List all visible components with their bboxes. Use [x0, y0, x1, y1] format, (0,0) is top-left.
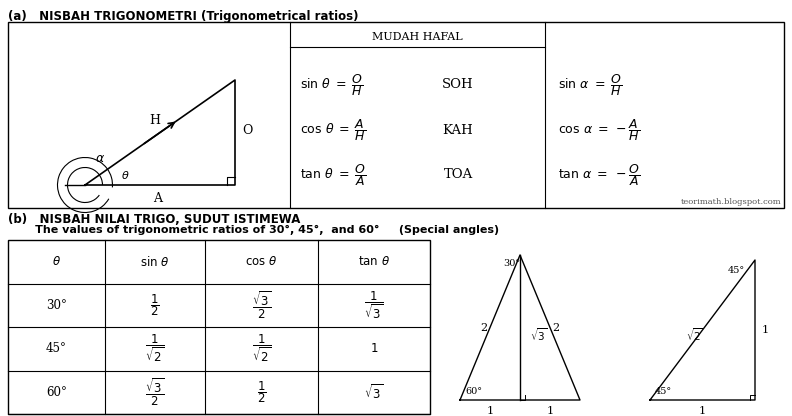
Text: MUDAH HAFAL: MUDAH HAFAL [372, 32, 463, 42]
Text: 1: 1 [486, 406, 493, 416]
Text: 45°: 45° [46, 342, 67, 355]
Text: $\tan\,\theta\;=\;\dfrac{O}{A}$: $\tan\,\theta\;=\;\dfrac{O}{A}$ [300, 162, 366, 188]
Text: $\dfrac{1}{\sqrt{3}}$: $\dfrac{1}{\sqrt{3}}$ [364, 290, 383, 321]
Text: $\cos\,\theta\;=\;\dfrac{A}{H}$: $\cos\,\theta\;=\;\dfrac{A}{H}$ [300, 117, 366, 143]
Text: $\dfrac{\sqrt{3}}{2}$: $\dfrac{\sqrt{3}}{2}$ [146, 376, 165, 408]
Text: $1$: $1$ [370, 342, 379, 355]
Text: 30°: 30° [503, 259, 520, 268]
Text: O: O [242, 124, 253, 136]
Text: H: H [150, 114, 161, 126]
Text: SOH: SOH [442, 79, 474, 92]
Text: (a)   NISBAH TRIGONOMETRI (Trigonometrical ratios): (a) NISBAH TRIGONOMETRI (Trigonometrical… [8, 10, 359, 23]
Text: $\cos\,\alpha\;=\;-\dfrac{A}{H}$: $\cos\,\alpha\;=\;-\dfrac{A}{H}$ [558, 117, 640, 143]
Text: $\tan\,\alpha\;=\;-\dfrac{O}{A}$: $\tan\,\alpha\;=\;-\dfrac{O}{A}$ [558, 162, 640, 188]
Bar [8, 240, 430, 414]
Text: The values of trigonometric ratios of 30°, 45°,  and 60°     (Special angles): The values of trigonometric ratios of 30… [8, 225, 499, 235]
Text: $\sqrt{3}$: $\sqrt{3}$ [530, 327, 548, 343]
Text: 1: 1 [762, 325, 769, 335]
Text: (b)   NISBAH NILAI TRIGO, SUDUT ISTIMEWA: (b) NISBAH NILAI TRIGO, SUDUT ISTIMEWA [8, 213, 300, 226]
Text: $\dfrac{1}{2}$: $\dfrac{1}{2}$ [150, 292, 160, 318]
Text: TOA: TOA [444, 168, 473, 181]
Text: 1: 1 [699, 406, 706, 416]
Text: $\dfrac{1}{\sqrt{2}}$: $\dfrac{1}{\sqrt{2}}$ [252, 333, 271, 364]
Text: $\dfrac{1}{\sqrt{2}}$: $\dfrac{1}{\sqrt{2}}$ [146, 333, 165, 364]
Text: $\sin\,\alpha\;=\;\dfrac{O}{H}$: $\sin\,\alpha\;=\;\dfrac{O}{H}$ [558, 72, 623, 98]
Text: $\sin\,\theta\;=\;\dfrac{O}{H}$: $\sin\,\theta\;=\;\dfrac{O}{H}$ [300, 72, 364, 98]
Text: $\alpha$: $\alpha$ [95, 151, 105, 164]
Text: $\dfrac{1}{2}$: $\dfrac{1}{2}$ [257, 379, 266, 405]
Text: 45°: 45° [728, 266, 745, 275]
Text: $\theta$: $\theta$ [52, 255, 61, 268]
Text: teorimath.blogspot.com: teorimath.blogspot.com [680, 198, 781, 206]
Text: 2: 2 [481, 323, 488, 333]
Text: 45°: 45° [655, 387, 672, 396]
Text: 30°: 30° [46, 299, 67, 312]
Text: $\theta$: $\theta$ [120, 169, 129, 181]
Text: $\cos\,\theta$: $\cos\,\theta$ [246, 255, 278, 268]
Text: 2: 2 [553, 323, 560, 333]
Bar [8, 22, 784, 208]
Text: $\sqrt{2}$: $\sqrt{2}$ [686, 327, 704, 343]
Text: 60°: 60° [465, 387, 482, 396]
Text: $\tan\,\theta$: $\tan\,\theta$ [358, 255, 390, 268]
Text: $\dfrac{\sqrt{3}}{2}$: $\dfrac{\sqrt{3}}{2}$ [252, 290, 271, 321]
Text: 60°: 60° [46, 386, 67, 399]
Text: $\sin\,\theta$: $\sin\,\theta$ [140, 255, 169, 269]
Text: 1: 1 [546, 406, 554, 416]
Text: $\sqrt{3}$: $\sqrt{3}$ [364, 383, 383, 401]
Text: KAH: KAH [443, 124, 474, 136]
Text: A: A [154, 192, 162, 205]
